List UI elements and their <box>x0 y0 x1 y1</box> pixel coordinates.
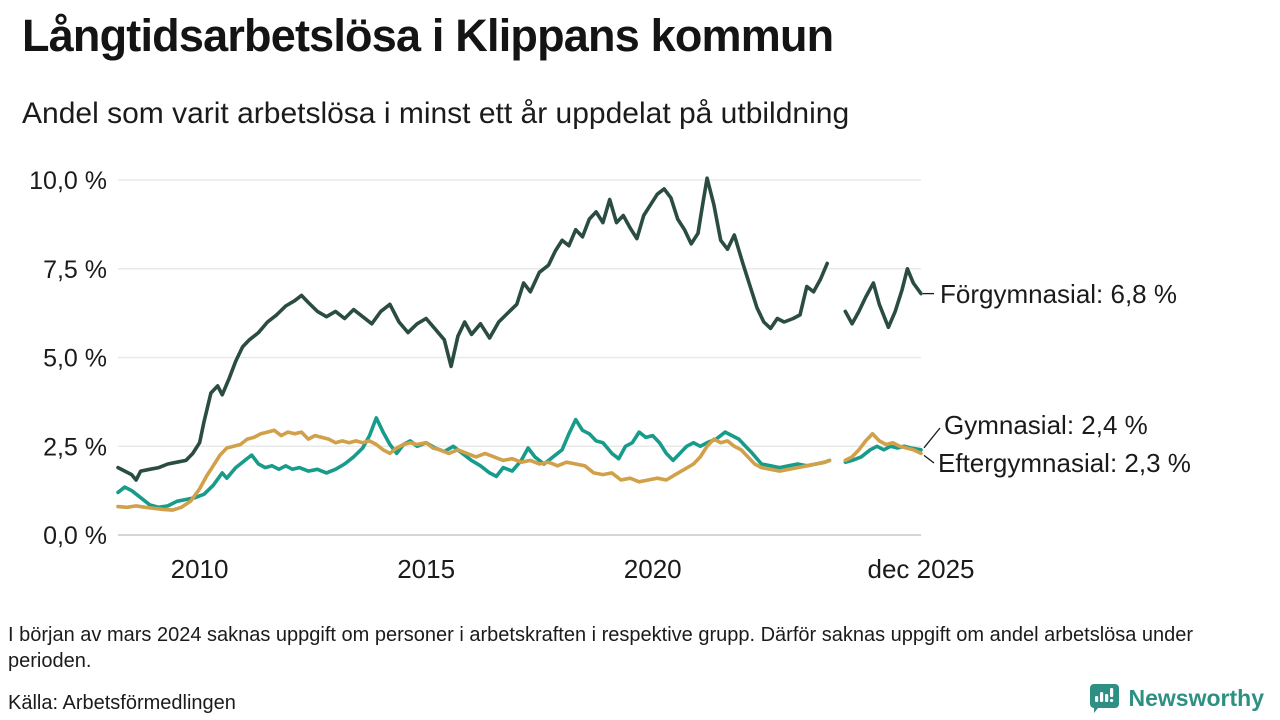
newsworthy-logo-icon <box>1089 684 1119 713</box>
line-förgymnasial <box>116 176 830 482</box>
line-gymnasial <box>116 416 832 510</box>
label-connector <box>923 427 941 449</box>
x-tick-label: 2015 <box>397 554 455 584</box>
chart-footnote: I början av mars 2024 saknas uppgift om … <box>8 624 1194 673</box>
line-eftergymnasial <box>116 428 832 512</box>
label-connector <box>923 454 935 464</box>
y-tick-label: 0,0 % <box>43 522 107 550</box>
bar-chart-glyph <box>1094 688 1113 702</box>
series-end-label: Förgymnasial: 6,8 % <box>940 279 1177 309</box>
line-förgymnasial <box>843 266 923 330</box>
brand-logo: Newsworthy <box>1089 683 1264 714</box>
chart-source: Källa: Arbetsförmedlingen <box>8 692 236 714</box>
line-eftergymnasial <box>843 431 923 463</box>
y-tick-label: 5,0 % <box>43 345 107 373</box>
page-title: Långtidsarbetslösa i Klippans kommun <box>22 10 834 61</box>
series-end-label: Gymnasial: 2,4 % <box>944 410 1148 440</box>
x-tick-label: dec 2025 <box>868 554 975 584</box>
y-tick-label: 7,5 % <box>43 256 107 284</box>
y-tick-label: 10,0 % <box>29 167 107 195</box>
x-tick-label: 2010 <box>171 554 229 584</box>
speech-bubble-shape <box>1089 684 1119 713</box>
page-subtitle: Andel som varit arbetslösa i minst ett å… <box>22 97 850 130</box>
x-tick-label: 2020 <box>624 554 682 584</box>
series-end-label: Eftergymnasial: 2,3 % <box>938 448 1191 478</box>
y-tick-label: 2,5 % <box>43 433 107 461</box>
brand-name: Newsworthy <box>1128 685 1264 711</box>
